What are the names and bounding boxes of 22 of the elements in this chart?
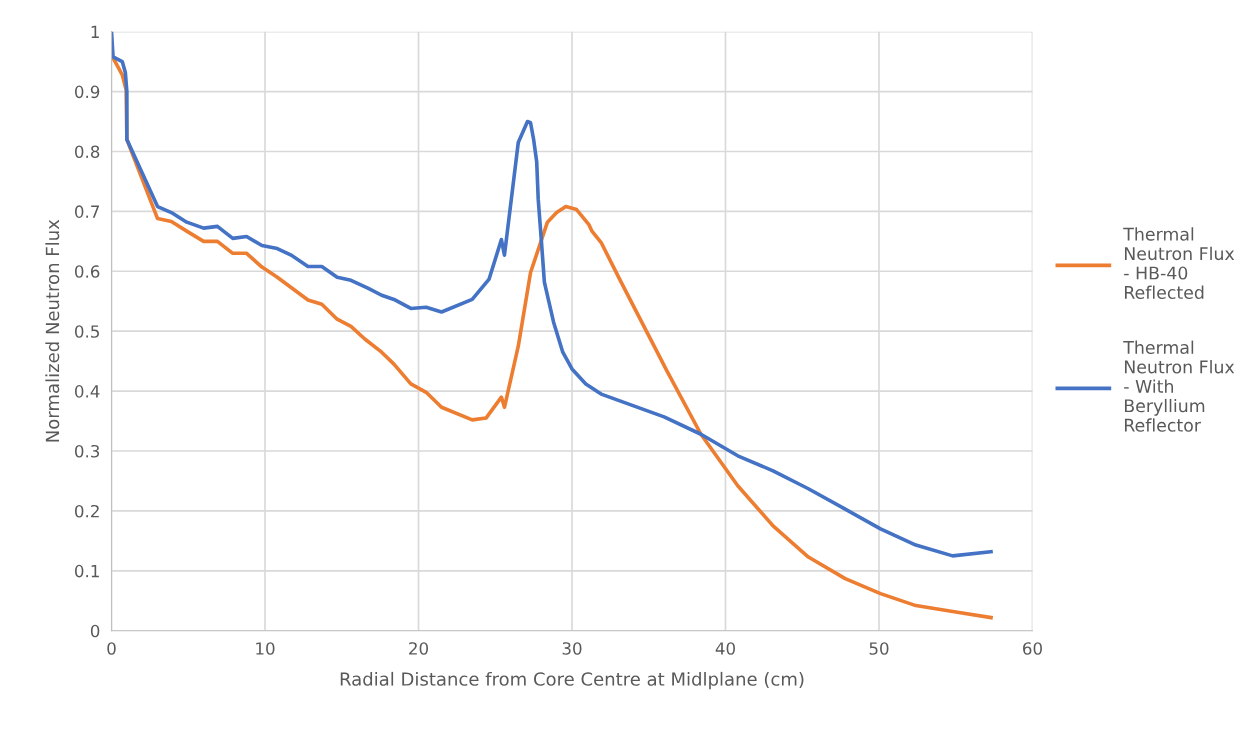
y-tick-label: 0.7	[75, 205, 99, 218]
y-tick-label: 0.4	[75, 385, 100, 398]
y-tick-label: 0.3	[75, 444, 100, 458]
x-tick-label: 60	[1023, 642, 1042, 655]
y-tick-label: 0.8	[75, 145, 100, 159]
y-tick-label: 0.5	[75, 325, 99, 338]
legend-label: Thermal Neutron Flux - With Beryllium Reflector	[1123, 340, 1235, 432]
y-tick-label: 0	[90, 624, 100, 638]
x-axis-title: Radial Distance from Core Centre at Midlplane (cm)	[340, 671, 804, 690]
y-tick-label: 0.9	[75, 85, 100, 99]
y-tick-label: 0.2	[75, 504, 99, 518]
y-axis-title: Normalized Neutron Flux	[45, 219, 60, 442]
y-tick-label: 1	[91, 25, 99, 38]
x-tick-label: 30	[562, 642, 582, 655]
x-tick-label: 10	[256, 642, 275, 655]
x-tick-label: 50	[869, 642, 889, 655]
x-tick-label: 40	[715, 642, 735, 655]
x-tick-label: 0	[107, 642, 116, 655]
legend-label: Thermal Neutron Flux - HB-40 Reflected	[1123, 227, 1235, 300]
x-tick-label: 20	[409, 642, 428, 655]
y-tick-label: 0.6	[75, 265, 100, 278]
y-tick-label: 0.1	[75, 564, 99, 578]
